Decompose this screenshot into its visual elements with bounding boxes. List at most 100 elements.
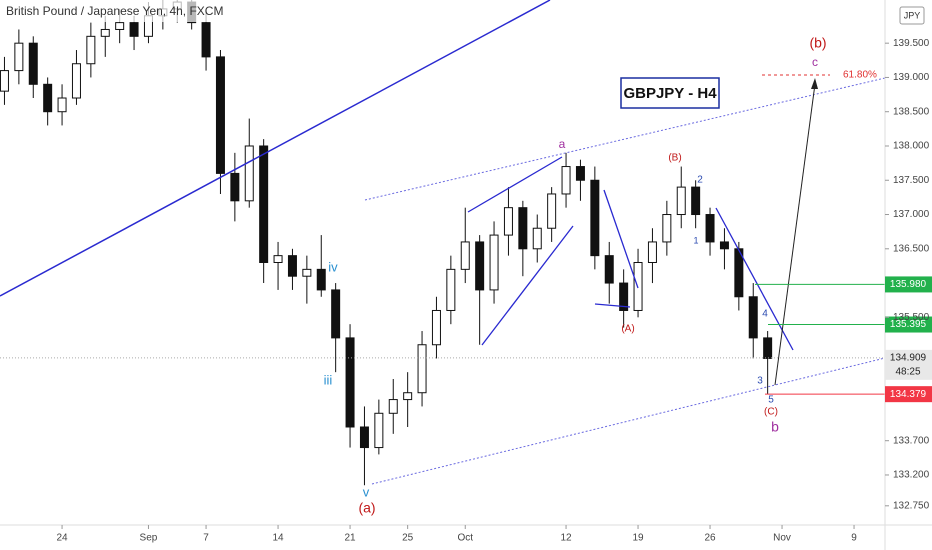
x-tick-label: Sep <box>140 533 158 544</box>
wave-label: (A) <box>621 324 634 335</box>
wave-label: (b) <box>809 35 826 51</box>
candle-body <box>388 399 398 414</box>
candle-body <box>14 42 24 72</box>
x-tick-label: 7 <box>203 533 209 544</box>
price-label-bg <box>885 276 932 293</box>
x-tick-label: 25 <box>402 533 414 544</box>
candle-body <box>561 166 571 195</box>
wedge-line <box>481 225 574 346</box>
wave-label: 5 <box>768 395 774 406</box>
y-tick-label: 139.000 <box>893 72 930 83</box>
candle-body <box>748 296 758 339</box>
chart-title: British Pound / Japanese Yen, 4h, FXCM <box>6 4 223 18</box>
candle-body <box>489 234 499 291</box>
price-label: 134.379 <box>890 389 927 400</box>
candle-body <box>230 172 240 202</box>
wave-label: 1 <box>693 235 698 245</box>
y-tick-label: 136.500 <box>893 243 930 254</box>
candle-body <box>647 241 657 264</box>
fib-label: 61.80% <box>843 70 877 81</box>
price-label-bg <box>885 316 932 333</box>
candle-body <box>345 337 355 428</box>
y-tick-label: 133.700 <box>893 435 930 446</box>
candle-body <box>215 56 225 174</box>
candle-body <box>28 42 38 85</box>
wave-label: 2 <box>697 175 703 186</box>
time-axis-panel <box>0 525 885 550</box>
wave-label: 3 <box>757 376 763 387</box>
candle-body <box>374 412 384 449</box>
candle-body <box>100 28 110 37</box>
candle-body <box>273 255 283 263</box>
wave-label: iv <box>328 259 338 274</box>
wave-label: a <box>559 137 566 151</box>
candle-body <box>532 227 542 250</box>
x-tick-label: 26 <box>704 533 716 544</box>
price-axis-panel <box>885 0 932 550</box>
wave-label: v <box>363 484 370 499</box>
candle-body <box>590 179 600 257</box>
candle-body <box>43 83 53 113</box>
channel-lower <box>371 357 886 485</box>
price-label: 134.909 <box>890 352 927 363</box>
wave-label: c <box>812 55 818 69</box>
x-tick-label: 24 <box>56 533 68 544</box>
projection-arrow <box>774 83 816 386</box>
price-label-bg <box>885 349 932 380</box>
y-tick-label: 139.500 <box>893 38 930 49</box>
trend-line <box>0 0 551 297</box>
x-tick-label: 12 <box>560 533 572 544</box>
candle-body <box>115 22 125 30</box>
candle-body <box>691 186 701 216</box>
candle-body <box>287 255 297 277</box>
candle-body <box>547 193 557 229</box>
wave-label: iii <box>324 372 333 387</box>
y-tick-label: 135.500 <box>893 312 930 323</box>
candle-body <box>460 241 470 270</box>
price-label: 135.980 <box>890 279 927 290</box>
candle-body <box>71 63 81 99</box>
candle-body <box>129 22 139 37</box>
candle-body <box>503 207 513 236</box>
candle-body <box>676 186 686 216</box>
candle-body <box>359 426 369 449</box>
title-bg <box>0 0 250 22</box>
candle-body <box>57 97 67 113</box>
wedge-line <box>467 156 563 213</box>
x-tick-label: 9 <box>851 533 857 544</box>
candle-body <box>763 337 773 359</box>
candle-body <box>316 268 326 291</box>
candle-body <box>475 241 485 291</box>
candle-body <box>417 344 427 394</box>
x-tick-label: 19 <box>632 533 644 544</box>
wave-label: (a) <box>358 500 375 516</box>
axes: 135.980 135.395 134.909 48:25 134.379 139.500… <box>56 38 932 544</box>
candles <box>0 0 773 486</box>
channel-upper <box>364 77 886 201</box>
wave-label: (B) <box>668 153 681 164</box>
wedge-line <box>715 207 794 351</box>
candle-body <box>259 145 269 263</box>
y-tick-label: 138.000 <box>893 141 930 152</box>
wave-label: 4 <box>762 309 768 320</box>
x-tick-label: Nov <box>773 533 791 544</box>
candle-body <box>604 255 614 284</box>
arrow-head <box>811 78 818 89</box>
candle-body <box>518 207 528 250</box>
candle-body <box>431 309 441 346</box>
y-tick-label: 137.000 <box>893 209 930 220</box>
wedge-line <box>603 189 639 289</box>
candle-body <box>244 145 254 202</box>
candle-body <box>403 392 413 401</box>
y-tick-label: 133.200 <box>893 470 930 481</box>
candle-body <box>662 214 672 243</box>
candle-body <box>331 289 341 339</box>
y-tick-label: 132.750 <box>893 500 930 511</box>
candle-body <box>719 241 729 250</box>
currency: JPY <box>904 10 921 20</box>
candle-body <box>201 22 211 58</box>
currency-box <box>899 6 925 25</box>
price-label-bg <box>885 386 932 403</box>
